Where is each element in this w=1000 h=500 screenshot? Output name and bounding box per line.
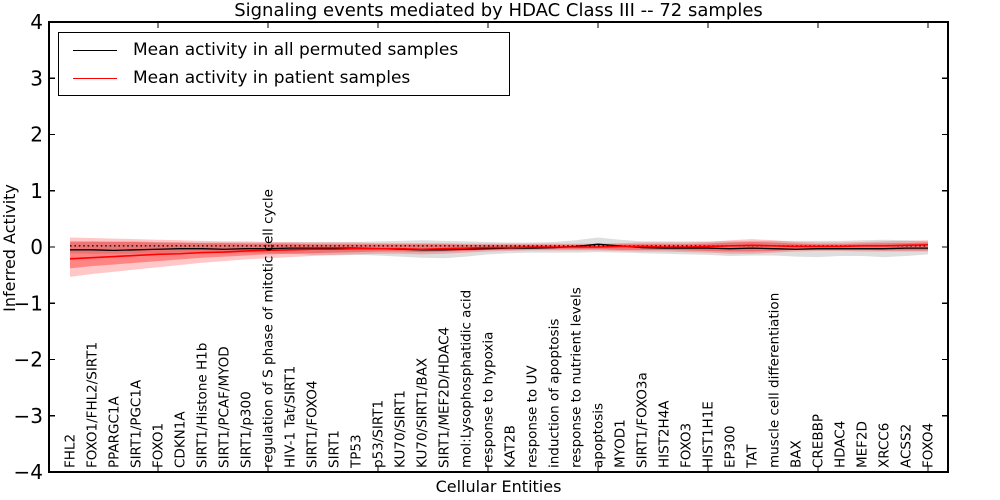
x-category-label: SIRT1/Histone H1b	[195, 343, 211, 468]
y-tick-label: −4	[14, 460, 43, 484]
x-category-label: SIRT1/PCAF/MYOD	[217, 346, 233, 468]
x-category-label: muscle cell differentiation	[767, 293, 783, 468]
x-category-label: regulation of S phase of mitotic cell cy…	[261, 189, 277, 468]
x-category-label: EP300	[723, 426, 739, 468]
y-tick-label: 4	[30, 10, 43, 34]
x-category-label: response to UV	[525, 365, 541, 468]
x-category-label: CDKN1A	[173, 411, 189, 468]
y-tick-label: 3	[30, 66, 43, 90]
legend-line-sample-permuted	[73, 49, 117, 51]
x-category-label: MEF2D	[855, 421, 871, 468]
patient-mean-line	[69, 243, 929, 260]
x-category-label: HIST1H1E	[701, 401, 717, 468]
x-category-label: p53/SIRT1	[371, 400, 387, 468]
x-category-label: mol:Lysophosphatidic acid	[459, 290, 475, 468]
x-category-label: KU70/SIRT1/BAX	[415, 358, 431, 468]
x-category-label: HDAC4	[833, 421, 849, 468]
y-tick-label: −1	[14, 291, 43, 315]
x-category-label: FOXO1/FHL2/SIRT1	[85, 342, 101, 468]
x-category-label: response to nutrient levels	[569, 287, 585, 468]
x-category-label: SIRT1/PGC1A	[129, 379, 145, 468]
x-category-label: HIST2H4A	[657, 400, 673, 468]
x-category-label: SIRT1/FOXO4	[305, 381, 321, 468]
x-category-label: XRCC6	[877, 423, 893, 468]
x-category-label: apoptosis	[591, 403, 607, 468]
x-category-label: MYOD1	[613, 419, 629, 468]
x-category-label: SIRT1/FOXO3a	[635, 372, 651, 468]
y-tick-label: 2	[30, 123, 43, 147]
x-category-label: SIRT1/MEF2D/HDAC4	[437, 327, 453, 468]
x-category-label: response to hypoxia	[481, 332, 497, 468]
x-category-label: TAT	[745, 444, 761, 469]
x-category-label: KU70/SIRT1	[393, 390, 409, 468]
y-tick-label: −2	[14, 348, 43, 372]
x-axis-label: Cellular Entities	[435, 477, 562, 496]
chart-title: Signaling events mediated by HDAC Class …	[234, 0, 763, 21]
legend-item-permuted: Mean activity in all permuted samples	[59, 39, 509, 61]
y-axis-label: Inferred Activity	[0, 184, 19, 312]
x-category-label: FOXO1	[151, 423, 167, 468]
legend-item-patient: Mean activity in patient samples	[59, 67, 509, 89]
y-tick-label: 0	[30, 235, 43, 259]
x-category-label: KAT2B	[503, 425, 519, 468]
patient-band-outer	[70, 237, 928, 277]
x-category-label: ACSS2	[899, 424, 915, 468]
legend-line-sample-patient	[73, 77, 117, 79]
y-tick-label: −3	[14, 404, 43, 428]
legend-label-permuted: Mean activity in all permuted samples	[133, 40, 459, 60]
y-tick-label: 1	[30, 179, 43, 203]
x-category-label: FHL2	[63, 434, 79, 468]
legend: Mean activity in all permuted samples Me…	[58, 32, 510, 96]
x-category-label: CREBBP	[811, 414, 827, 468]
x-category-label: SIRT1	[327, 430, 343, 468]
x-category-label: BAX	[789, 440, 805, 468]
x-category-label: FOXO4	[921, 423, 937, 468]
x-category-label: SIRT1/p300	[239, 391, 255, 468]
permuted-mean-line	[70, 243, 928, 252]
x-category-label: induction of apoptosis	[547, 319, 563, 468]
x-category-label: PPARGC1A	[107, 395, 123, 468]
x-category-label: TP53	[349, 434, 365, 469]
x-category-label: HIV-1 Tat/SIRT1	[283, 366, 299, 468]
legend-label-patient: Mean activity in patient samples	[133, 68, 411, 88]
x-category-label: FOXO3	[679, 423, 695, 468]
